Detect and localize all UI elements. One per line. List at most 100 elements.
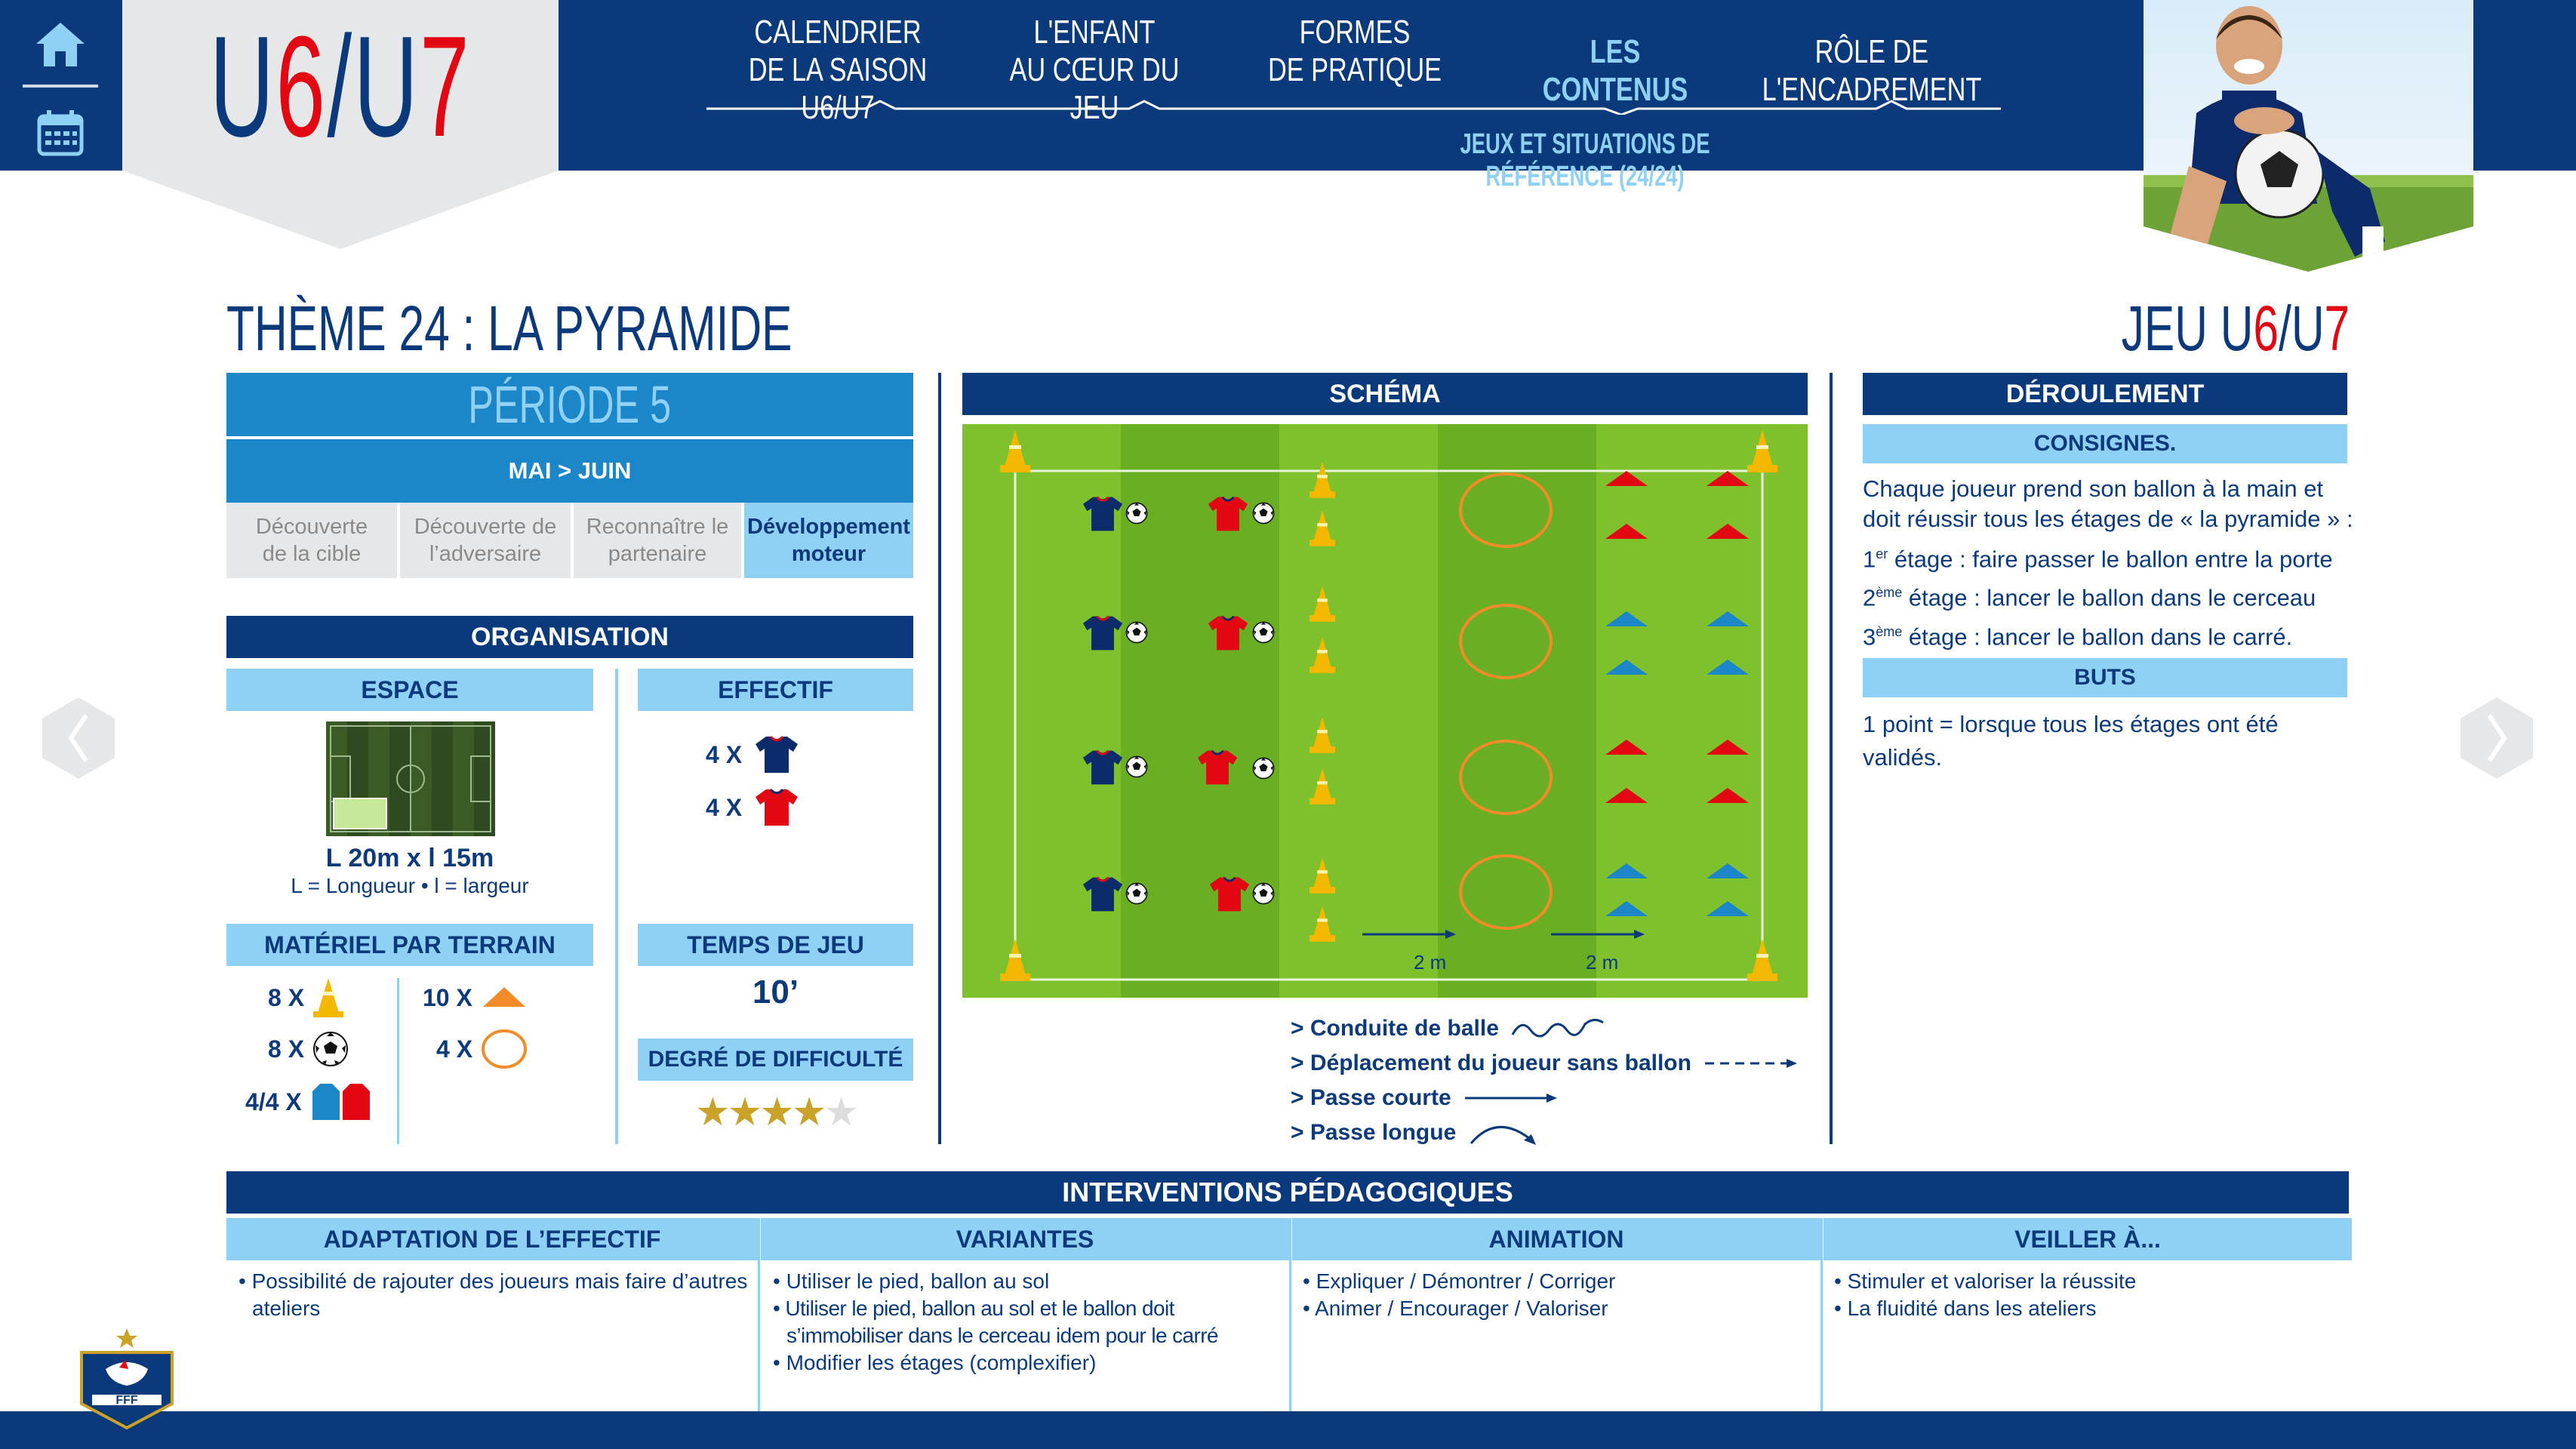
materiel-bibs: 4/4 X	[245, 1079, 373, 1124]
row-2	[1082, 586, 1749, 679]
red-jersey-icon	[756, 789, 799, 826]
stage-label-line2: l’adversaire	[429, 542, 542, 566]
espace-header: ESPACE	[226, 669, 593, 711]
legend-label: > Conduite de balle	[1291, 1016, 1499, 1041]
row-3	[1082, 717, 1749, 815]
logo-slash-u: /U	[327, 7, 420, 167]
espace-dimensions: L 20m x l 15m	[325, 844, 494, 872]
buts-header: BUTS	[1863, 658, 2347, 697]
materiel-flat-cones: 10 X	[423, 975, 528, 1020]
difficulty-stars: ★★★★★	[638, 1090, 913, 1135]
distance-label-1: 2 m	[1414, 951, 1446, 974]
menu-label-line1: CALENDRIER	[754, 14, 922, 51]
short-pass-arrow-icon	[1464, 1094, 1557, 1103]
stage-label-line2: partenaire	[608, 542, 707, 566]
filled-stars: ★★★★	[694, 1091, 826, 1134]
legend-passe-longue: > Passe longue	[1291, 1115, 1819, 1150]
hoop-icon	[482, 1029, 528, 1069]
menu-item-formes[interactable]: FORMES DE PRATIQUE	[1263, 14, 1446, 89]
jeu-label-7: 7	[2324, 293, 2350, 364]
list-item: • Animer / Encourager / Valoriser	[1303, 1297, 1608, 1320]
next-arrow-icon[interactable]	[2454, 696, 2539, 780]
mini-field-icon	[326, 721, 495, 836]
long-pass-arrow-icon	[1470, 1126, 1537, 1145]
category-logo[interactable]: U6/U7	[205, 8, 475, 166]
variantes-header: VARIANTES	[761, 1218, 1289, 1260]
menu-underline	[706, 100, 2001, 115]
column-divider	[1289, 1218, 1291, 1411]
veiller-header: VEILLER À...	[1824, 1218, 2352, 1260]
fff-logo-text: FFF	[115, 1394, 138, 1407]
animation-header: ANIMATION	[1292, 1218, 1820, 1260]
fff-logo[interactable]: FFF	[75, 1325, 178, 1431]
menu-label-line1: L'ENFANT	[1033, 14, 1156, 51]
home-icon[interactable]	[30, 18, 91, 71]
column-divider-right	[1830, 373, 1833, 1144]
menu-item-role[interactable]: RÔLE DE L'ENCADREMENT	[1748, 33, 1996, 109]
flat-cone-icon	[482, 987, 525, 1007]
legend-label: > Passe longue	[1291, 1120, 1457, 1145]
temps-header: TEMPS DE JEU	[638, 924, 913, 966]
etage-num: 3	[1863, 623, 1876, 650]
ball-icon	[313, 1032, 349, 1066]
etage-1: 1er étage : faire passer le ballon entre…	[1863, 537, 2355, 576]
materiel-balls: 8 X	[268, 1026, 349, 1072]
espace-note: L = Longueur • l = largeur	[291, 874, 529, 897]
etage-text: étage : lancer le ballon dans le cerceau	[1902, 584, 2316, 611]
jeu-label-slash: /U	[2278, 293, 2325, 364]
periode-title: PÉRIODE 5	[468, 375, 672, 434]
column-divider	[615, 669, 618, 1144]
etage-num: 2	[1863, 584, 1876, 611]
row-1	[1082, 462, 1749, 548]
etage-text: étage : lancer le ballon dans le carré.	[1902, 623, 2293, 650]
materiel-header: MATÉRIEL PAR TERRAIN	[226, 924, 593, 966]
empty-star: ★	[823, 1091, 859, 1134]
previous-arrow-icon[interactable]	[36, 696, 121, 780]
buts-text: 1 point = lorsque tous les étages ont ét…	[1863, 711, 2279, 771]
bibs-icon	[312, 1084, 370, 1120]
materiel-divider	[397, 978, 399, 1144]
etage-sup: er	[1876, 546, 1888, 561]
adaptation-header: ADAPTATION DE L’EFFECTIF	[226, 1218, 758, 1260]
dashed-arrow-icon	[1704, 1059, 1797, 1068]
stage-decouverte-cible: Découverte de la cible	[226, 503, 397, 578]
effectif-row-blue: 4 X	[706, 732, 799, 777]
nav-separator	[23, 85, 98, 88]
menu-label-line2: DE PRATIQUE	[1267, 51, 1442, 88]
schema-header: SCHÉMA	[962, 373, 1808, 415]
effectif-count: 4 X	[706, 794, 743, 821]
materiel-count: 4 X	[436, 1035, 473, 1063]
stage-label-line1: Reconnaître le	[586, 515, 729, 539]
cone-icon	[313, 978, 344, 1017]
temps-value: 10’	[752, 974, 799, 1011]
adaptation-list: • Possibilité de rajouter des joueurs ma…	[239, 1268, 755, 1322]
schema-legend: > Conduite de balle > Déplacement du jou…	[1291, 1011, 1819, 1150]
child-photo	[2144, 0, 2473, 272]
menu-item-contenus[interactable]: LES CONTENUS	[1521, 33, 1710, 109]
logo-u: U	[209, 7, 276, 167]
jeu-label-prefix: JEU U	[2121, 293, 2254, 364]
etage-sup: ème	[1876, 623, 1903, 639]
stage-decouverte-adversaire: Découverte de l’adversaire	[400, 503, 571, 578]
etage-3: 3ème étage : lancer le ballon dans le ca…	[1863, 615, 2355, 654]
animation-list: • Expliquer / Démontrer / Corriger • Ani…	[1303, 1268, 1816, 1322]
column-divider	[1820, 1218, 1823, 1411]
menu-label-line1: LES CONTENUS	[1542, 33, 1688, 108]
logo-7: 7	[420, 7, 472, 167]
column-divider	[758, 1218, 760, 1411]
legend-label: > Passe courte	[1291, 1085, 1451, 1110]
interventions-header: INTERVENTIONS PÉDAGOGIQUES	[226, 1171, 2349, 1214]
stage-label-line2: de la cible	[262, 542, 362, 566]
logo-box	[122, 0, 559, 171]
menu-label-line2: DE LA SAISON U6/U7	[748, 51, 928, 126]
calendar-icon[interactable]	[30, 106, 91, 158]
materiel-count: 8 X	[268, 984, 305, 1011]
logo-6: 6	[275, 7, 328, 167]
periode-header: PÉRIODE 5	[226, 373, 913, 436]
row-4	[1082, 854, 1749, 942]
consignes-intro: Chaque joueur prend son ballon à la main…	[1863, 475, 2353, 532]
schema-pitch: 2 m 2 m	[962, 424, 1808, 998]
submenu-jeux[interactable]: JEUX ET SITUATIONS DE RÉFÉRENCE (24/24)	[1460, 128, 1710, 192]
blue-jersey-icon	[756, 736, 799, 773]
stage-label-line1: Découverte de	[414, 515, 557, 539]
